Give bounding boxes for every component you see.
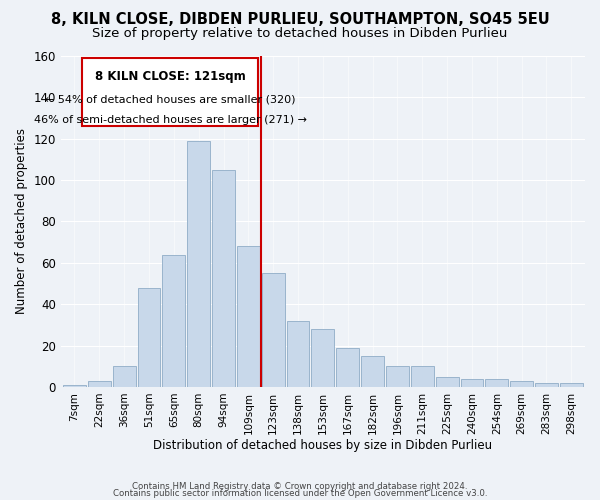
Bar — [311, 329, 334, 387]
Bar — [212, 170, 235, 387]
Text: ← 54% of detached houses are smaller (320): ← 54% of detached houses are smaller (32… — [45, 94, 295, 104]
Bar — [337, 348, 359, 387]
X-axis label: Distribution of detached houses by size in Dibden Purlieu: Distribution of detached houses by size … — [154, 440, 493, 452]
FancyBboxPatch shape — [82, 58, 259, 126]
Text: Contains HM Land Registry data © Crown copyright and database right 2024.: Contains HM Land Registry data © Crown c… — [132, 482, 468, 491]
Bar — [63, 385, 86, 387]
Bar — [237, 246, 260, 387]
Bar — [113, 366, 136, 387]
Text: Size of property relative to detached houses in Dibden Purlieu: Size of property relative to detached ho… — [92, 28, 508, 40]
Bar — [163, 254, 185, 387]
Y-axis label: Number of detached properties: Number of detached properties — [15, 128, 28, 314]
Bar — [386, 366, 409, 387]
Bar — [137, 288, 160, 387]
Text: Contains public sector information licensed under the Open Government Licence v3: Contains public sector information licen… — [113, 489, 487, 498]
Bar — [560, 383, 583, 387]
Text: 46% of semi-detached houses are larger (271) →: 46% of semi-detached houses are larger (… — [34, 115, 307, 125]
Bar — [287, 321, 310, 387]
Bar — [535, 383, 558, 387]
Bar — [262, 273, 284, 387]
Bar — [88, 381, 111, 387]
Bar — [411, 366, 434, 387]
Bar — [361, 356, 384, 387]
Bar — [187, 141, 210, 387]
Bar — [510, 381, 533, 387]
Bar — [461, 378, 484, 387]
Bar — [485, 378, 508, 387]
Text: 8, KILN CLOSE, DIBDEN PURLIEU, SOUTHAMPTON, SO45 5EU: 8, KILN CLOSE, DIBDEN PURLIEU, SOUTHAMPT… — [50, 12, 550, 28]
Bar — [436, 376, 458, 387]
Text: 8 KILN CLOSE: 121sqm: 8 KILN CLOSE: 121sqm — [95, 70, 245, 83]
